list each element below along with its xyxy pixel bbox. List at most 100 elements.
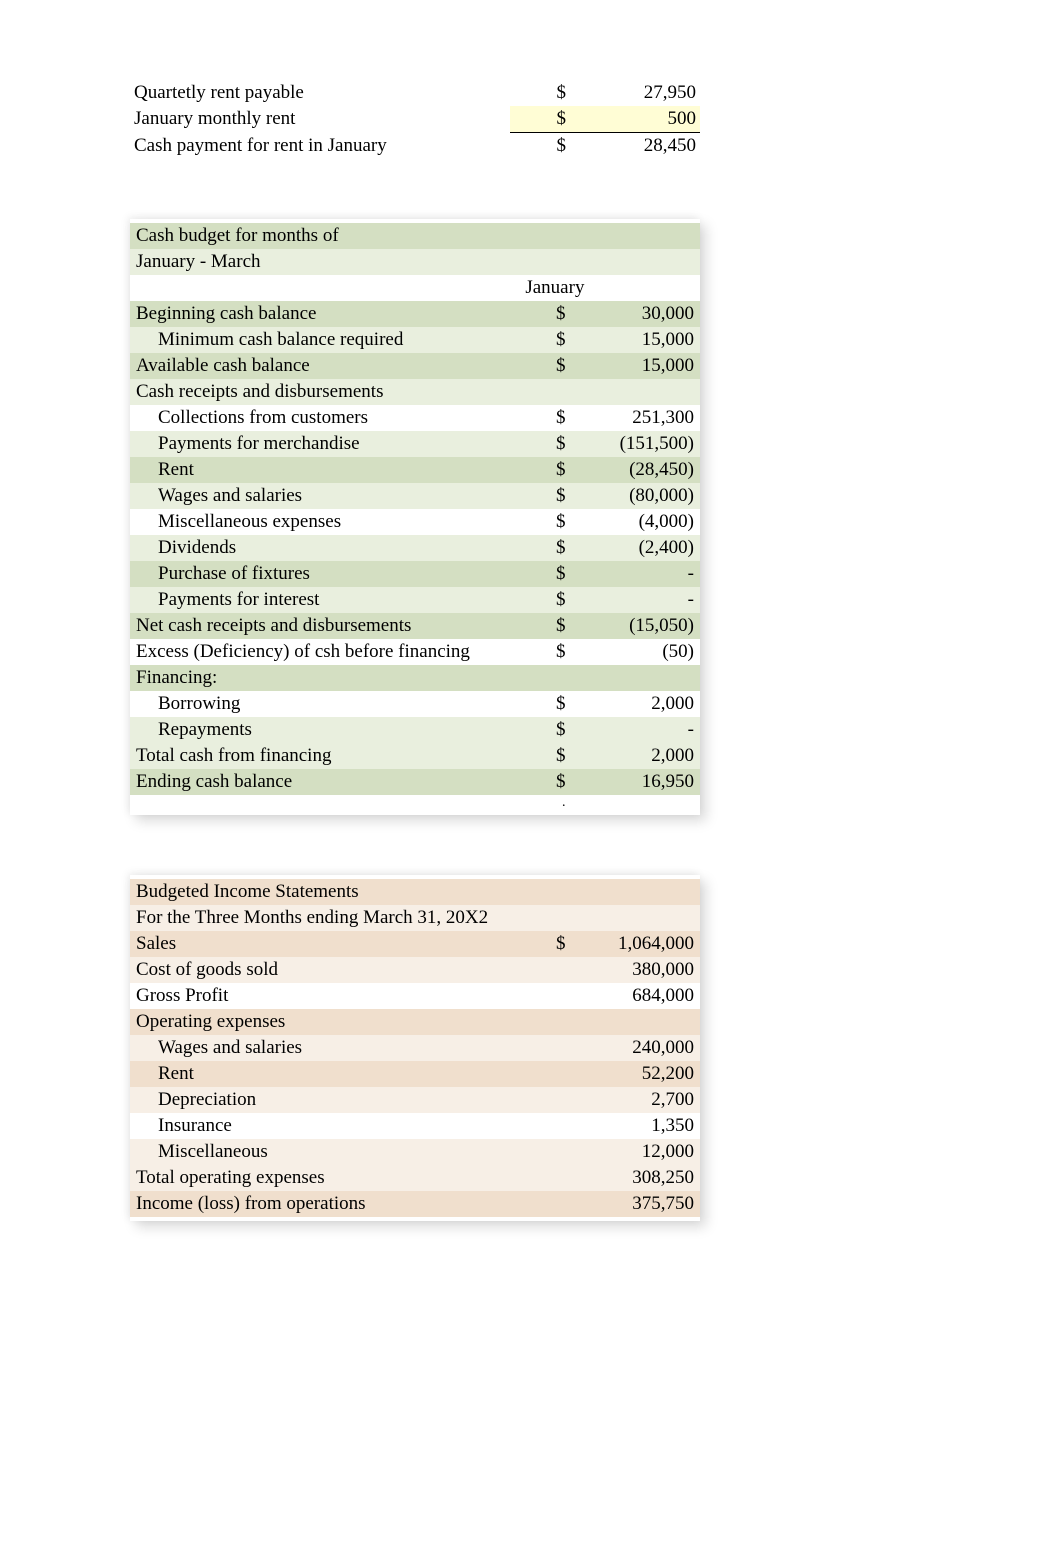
table-row: Sales $ 1,064,000 — [130, 931, 700, 957]
table-row: Rent 52,200 — [130, 1061, 700, 1087]
row-value: - — [572, 561, 700, 587]
currency-symbol: $ — [521, 717, 571, 743]
row-value: 1,064,000 — [572, 931, 700, 957]
row-value: (80,000) — [572, 483, 700, 509]
row-value: 27,950 — [570, 80, 700, 106]
table-header-row: Budgeted Income Statements — [130, 879, 700, 905]
table-row: Available cash balance $ 15,000 — [130, 353, 700, 379]
table-row: Purchase of fixtures $ - — [130, 561, 700, 587]
row-value: 380,000 — [572, 957, 700, 983]
currency-symbol: $ — [521, 639, 571, 665]
row-label: Financing: — [130, 665, 521, 691]
table-row: Collections from customers $ 251,300 — [130, 405, 700, 431]
row-value: 16,950 — [572, 769, 700, 795]
table-header-row: For the Three Months ending March 31, 20… — [130, 905, 700, 931]
row-label: Cash receipts and disbursements — [130, 379, 521, 405]
row-label: Miscellaneous expenses — [130, 509, 521, 535]
row-value: (4,000) — [572, 509, 700, 535]
table-row: Beginning cash balance $ 30,000 — [130, 301, 700, 327]
table-row: Payments for interest $ - — [130, 587, 700, 613]
currency-symbol: $ — [521, 691, 571, 717]
row-value: 2,000 — [572, 743, 700, 769]
row-value: 684,000 — [572, 983, 700, 1009]
row-value: 308,250 — [572, 1165, 700, 1191]
currency-symbol: $ — [521, 431, 571, 457]
row-value: 28,450 — [570, 133, 700, 160]
row-label: Wages and salaries — [130, 483, 521, 509]
table-row: Borrowing $ 2,000 — [130, 691, 700, 717]
row-label: Ending cash balance — [130, 769, 521, 795]
row-label: Purchase of fixtures — [130, 561, 521, 587]
row-label: Rent — [130, 457, 521, 483]
table-subtitle: January - March — [130, 249, 521, 275]
currency-symbol: $ — [521, 405, 571, 431]
row-label: Minimum cash balance required — [130, 327, 521, 353]
cash-budget-panel: Cash budget for months of January - Marc… — [130, 219, 700, 815]
row-value: 2,700 — [572, 1087, 700, 1113]
row-value: - — [572, 717, 700, 743]
row-value: 500 — [570, 106, 700, 133]
table-row: Gross Profit 684,000 — [130, 983, 700, 1009]
row-value: (15,050) — [572, 613, 700, 639]
table-row: Ending cash balance $ 16,950 — [130, 769, 700, 795]
row-label: Payments for merchandise — [130, 431, 521, 457]
row-value: 2,000 — [572, 691, 700, 717]
table-row: Wages and salaries $ (80,000) — [130, 483, 700, 509]
table-header-row: Cash budget for months of — [130, 223, 700, 249]
table-row: Insurance 1,350 — [130, 1113, 700, 1139]
currency-symbol: $ — [521, 535, 571, 561]
table-row: Operating expenses — [130, 1009, 700, 1035]
row-label: January monthly rent — [130, 106, 510, 133]
currency-symbol: $ — [521, 561, 571, 587]
table-row: Quartetly rent payable $ 27,950 — [130, 80, 700, 106]
row-label: Borrowing — [130, 691, 521, 717]
rent-payable-table: Quartetly rent payable $ 27,950 January … — [130, 80, 700, 159]
row-value: (28,450) — [572, 457, 700, 483]
currency-symbol: $ — [521, 327, 571, 353]
currency-symbol: $ — [521, 353, 571, 379]
row-value: (2,400) — [572, 535, 700, 561]
column-header: January — [521, 275, 700, 301]
currency-symbol: $ — [521, 509, 571, 535]
row-label: Sales — [130, 931, 521, 957]
table-row: Minimum cash balance required $ 15,000 — [130, 327, 700, 353]
table-row: Dividends $ (2,400) — [130, 535, 700, 561]
row-label: Rent — [130, 1061, 521, 1087]
row-label: Cost of goods sold — [130, 957, 521, 983]
table-row: Total operating expenses 308,250 — [130, 1165, 700, 1191]
row-value: 375,750 — [572, 1191, 700, 1217]
currency-symbol: $ — [510, 133, 570, 160]
row-label: Available cash balance — [130, 353, 521, 379]
row-label: Operating expenses — [130, 1009, 521, 1035]
row-label: Net cash receipts and disbursements — [130, 613, 521, 639]
currency-symbol: $ — [510, 106, 570, 133]
table-row: Miscellaneous 12,000 — [130, 1139, 700, 1165]
table-row: Miscellaneous expenses $ (4,000) — [130, 509, 700, 535]
row-value: 1,350 — [572, 1113, 700, 1139]
row-label: Quartetly rent payable — [130, 80, 510, 106]
table-title: Cash budget for months of — [130, 223, 521, 249]
row-label: Gross Profit — [130, 983, 521, 1009]
currency-symbol: $ — [521, 587, 571, 613]
row-value: - — [572, 587, 700, 613]
row-value: 52,200 — [572, 1061, 700, 1087]
currency-symbol: $ — [521, 457, 571, 483]
table-row: Cash receipts and disbursements — [130, 379, 700, 405]
row-value: (50) — [572, 639, 700, 665]
table-subtitle: For the Three Months ending March 31, 20… — [130, 905, 521, 931]
row-value: 240,000 — [572, 1035, 700, 1061]
currency-symbol: $ — [510, 80, 570, 106]
row-value: (151,500) — [572, 431, 700, 457]
table-row: Rent $ (28,450) — [130, 457, 700, 483]
table-header-row: January - March — [130, 249, 700, 275]
row-label: Total cash from financing — [130, 743, 521, 769]
row-label: Excess (Deficiency) of csh before financ… — [130, 639, 521, 665]
table-row: Excess (Deficiency) of csh before financ… — [130, 639, 700, 665]
row-label: Collections from customers — [130, 405, 521, 431]
table-row: . — [130, 795, 700, 811]
row-value: 12,000 — [572, 1139, 700, 1165]
table-row: Depreciation 2,700 — [130, 1087, 700, 1113]
row-label: Total operating expenses — [130, 1165, 521, 1191]
currency-symbol: $ — [521, 613, 571, 639]
row-label: Payments for interest — [130, 587, 521, 613]
